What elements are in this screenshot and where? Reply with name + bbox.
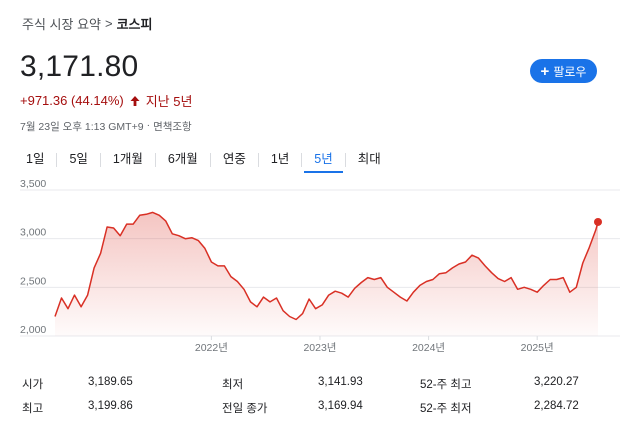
tab-6개월[interactable]: 6개월 [167,152,198,166]
follow-button[interactable]: + 팔로우 [530,59,597,83]
price-change-period: 지난 5년 [145,94,193,109]
price-change-value: +971.36 (44.14%) [20,93,124,108]
y-tick-label: 2,000 [20,324,46,336]
tab-1개월[interactable]: 1개월 [112,152,143,166]
breadcrumb: 주식 시장 요약 > 코스피 [22,14,152,33]
timestamp-separator: · [146,119,151,131]
stat-label: 최고 [22,403,44,415]
time-range-tabs: 1일 5일 1개월 6개월 연중 1년 5년 최대 [14,148,393,173]
tab-divider [99,153,101,167]
y-tick-label: 2,500 [20,275,46,287]
plus-icon: + [540,62,550,80]
price-change: +971.36 (44.14%) 지난 5년 [20,91,192,110]
stat-label: 전일 종가 [222,403,268,415]
tab-1일[interactable]: 1일 [26,152,45,166]
breadcrumb-current: 코스피 [116,17,153,32]
stat-label: 52-주 최고 [420,379,472,391]
tab-divider [56,153,58,167]
stat-value: 3,169.94 [318,400,363,412]
price-chart[interactable]: 3,500 3,000 2,500 2,000 2022년 2023년 2024년 2025년 [0,178,640,363]
stat-value: 3,199.86 [88,400,133,412]
disclaimer-link[interactable]: 면책조항 [153,121,192,133]
stat-value: 3,220.27 [534,376,579,388]
y-tick-label: 3,500 [20,178,46,190]
stat-label: 52-주 최저 [420,403,472,415]
follow-button-label: 팔로우 [553,64,587,79]
stat-label: 시가 [22,379,44,391]
stats-row: 시가 3,189.65 최저 3,141.93 52-주 최고 3,220.27 [22,372,622,396]
breadcrumb-parent-link[interactable]: 주식 시장 요약 [22,17,101,32]
price-area [55,212,598,336]
tab-divider [301,153,303,167]
tab-5일[interactable]: 5일 [69,152,88,166]
stat-value: 3,189.65 [88,376,133,388]
tab-1년[interactable]: 1년 [270,152,290,166]
tab-divider [257,153,259,167]
x-tick-label: 2023년 [303,342,336,354]
x-tick-label: 2025년 [521,342,554,354]
current-price-dot [594,217,602,226]
stats-table: 시가 3,189.65 최저 3,141.93 52-주 최고 3,220.27 최고 3,1… [22,372,622,420]
arrow-up-icon [130,95,140,106]
timestamp: 7월 23일 오후 1:13 GMT+9 · 면책조항 [20,119,192,134]
y-tick-label: 3,000 [20,227,46,239]
breadcrumb-separator: > [104,16,113,31]
tab-최대[interactable]: 최대 [357,152,381,166]
stats-row: 최고 3,199.86 전일 종가 3,169.94 52-주 최저 2,284.72 [22,396,622,420]
stat-value: 3,141.93 [318,376,363,388]
tab-divider [344,153,346,167]
stat-value: 2,284.72 [534,400,579,412]
tab-연중[interactable]: 연중 [222,152,246,166]
tab-divider [154,153,156,167]
current-price: 3,171.80 [20,50,139,83]
price-line [54,211,599,321]
x-tick-label: 2022년 [195,342,228,354]
x-tick-label: 2024년 [412,342,445,354]
tab-5년[interactable]: 5년 [302,148,344,173]
tab-divider [209,153,211,167]
timestamp-time: 7월 23일 오후 1:13 GMT+9 [20,121,144,133]
stat-label: 최저 [222,379,244,391]
